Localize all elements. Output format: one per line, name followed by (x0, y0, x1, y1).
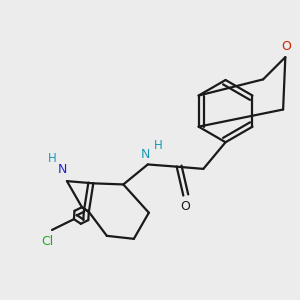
Text: O: O (181, 200, 190, 213)
Text: N: N (58, 164, 67, 176)
Text: O: O (281, 40, 291, 52)
Text: H: H (48, 152, 57, 165)
Text: H: H (153, 139, 162, 152)
Text: Cl: Cl (41, 235, 54, 248)
Text: N: N (141, 148, 150, 161)
